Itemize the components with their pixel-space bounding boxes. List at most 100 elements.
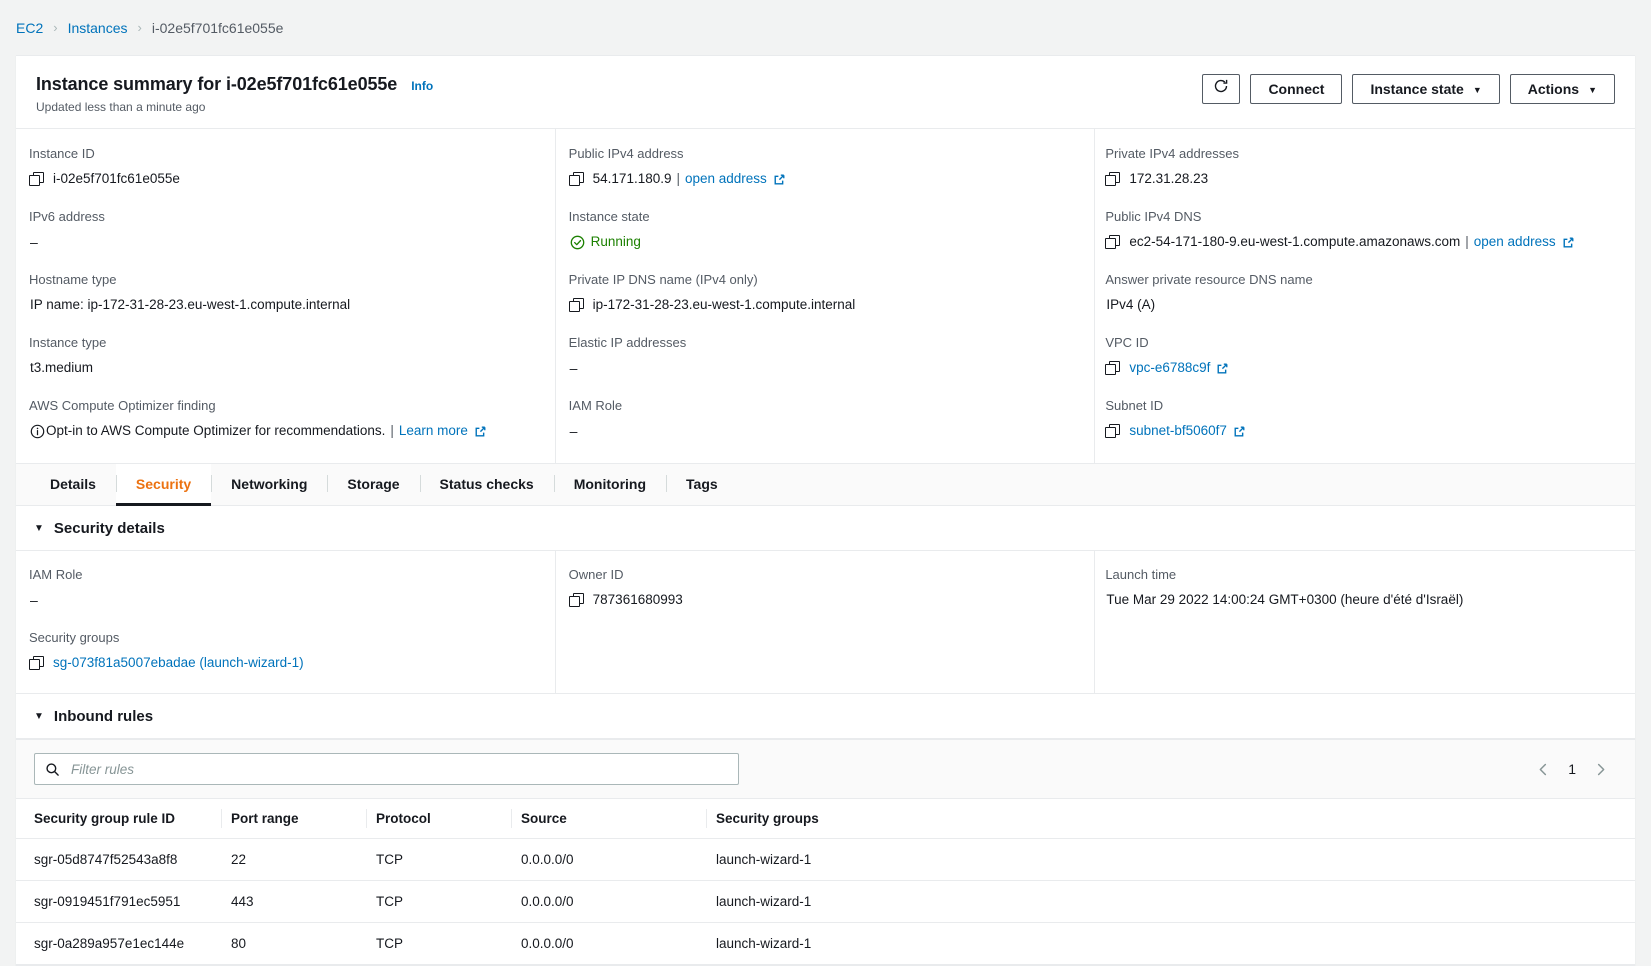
instance-summary-grid: Instance ID i-02e5f701fc61e055e IPv6 add… [16,129,1635,463]
info-link[interactable]: Info [411,79,434,93]
field-private-ip-dns-name: Private IP DNS name (IPv4 only) ip-172-3… [568,271,1075,315]
copy-icon[interactable] [568,297,584,313]
inbound-rules-heading: Inbound rules [53,708,154,725]
breadcrumb-item-ec2[interactable]: EC2 [16,19,44,36]
security-details-header[interactable]: ▼ Security details [16,506,1635,551]
cell-security-groups: launch-wizard-1 [716,922,1635,965]
copy-icon[interactable] [29,655,44,671]
inbound-rules-table: Security group rule ID Port range Protoc… [16,798,1635,965]
cell-source: 0.0.0.0/0 [521,922,716,965]
breadcrumb-item-current: i-02e5f701fc61e055e [151,19,284,36]
page-number[interactable]: 1 [1568,761,1576,777]
info-circle-icon [30,424,45,439]
cell-rule-id: sgr-05d8747f52543a8f8 [16,838,231,881]
field-hostname-type: Hostname type IP name: ip-172-31-28-23.e… [29,271,535,315]
field-value: ec2-54-171-180-9.eu-west-1.compute.amazo… [1129,234,1461,249]
connect-button[interactable]: Connect [1250,74,1343,104]
actions-button[interactable]: Actions ▼ [1509,74,1615,104]
column-header-security-groups[interactable]: Security groups [706,798,1635,839]
field-instance-type: Instance type t3.medium [29,334,535,378]
field-owner-id: Owner ID 787361680993 [568,566,1075,610]
table-row[interactable]: sgr-0a289a957e1ec144e 80 TCP 0.0.0.0/0 l… [16,922,1635,965]
card-header: Instance summary for i-02e5f701fc61e055e… [16,56,1635,129]
field-value: – [30,592,38,608]
copy-icon[interactable] [1105,360,1121,376]
subnet-id-link[interactable]: subnet-bf5060f7 [1129,423,1227,438]
field-label: IAM Role [568,398,623,413]
tab-networking[interactable]: Networking [211,464,327,506]
tab-monitoring[interactable]: Monitoring [553,464,666,506]
field-launch-time: Launch time Tue Mar 29 2022 14:00:24 GMT… [1105,566,1615,610]
field-value: – [569,360,578,376]
inbound-rules-header[interactable]: ▼ Inbound rules [16,693,1635,739]
field-label: Security groups [29,630,120,645]
column-header-port-range[interactable]: Port range [221,798,376,839]
copy-icon[interactable] [568,171,584,187]
external-link-icon[interactable] [1216,362,1229,375]
cell-source: 0.0.0.0/0 [521,880,716,923]
field-subnet-id: Subnet ID subnet-bf5060f7 [1105,397,1615,441]
copy-icon[interactable] [1105,423,1121,439]
security-column-3: Launch time Tue Mar 29 2022 14:00:24 GMT… [1095,551,1635,693]
external-link-icon[interactable] [474,425,487,438]
field-value: IP name: ip-172-31-28-23.eu-west-1.compu… [30,297,351,312]
field-label: Instance ID [29,146,95,161]
open-address-link[interactable]: open address [1473,234,1556,249]
field-value: 787361680993 [592,592,683,607]
field-compute-optimizer-finding: AWS Compute Optimizer finding Opt-in to … [29,397,535,441]
field-label: Public IPv4 address [568,146,684,161]
chevron-down-icon: ▼ [34,710,44,722]
vpc-id-link[interactable]: vpc-e6788c9f [1129,360,1211,375]
field-label: VPC ID [1105,335,1149,350]
copy-icon[interactable] [568,592,584,608]
field-value: Opt-in to AWS Compute Optimizer for reco… [46,423,386,438]
filter-rules-search[interactable] [34,753,739,785]
search-input[interactable] [69,760,728,778]
cell-protocol: TCP [376,922,521,965]
chevron-left-icon[interactable] [1537,763,1550,776]
status-badge: Running [570,232,641,252]
tab-tags[interactable]: Tags [666,464,738,506]
refresh-button[interactable] [1202,74,1241,104]
tab-security[interactable]: Security [115,464,212,506]
tab-storage[interactable]: Storage [327,464,419,506]
actions-label: Actions [1527,81,1580,97]
instance-state-button[interactable]: Instance state ▼ [1352,74,1500,104]
copy-icon[interactable] [1105,234,1121,250]
learn-more-link[interactable]: Learn more [398,423,468,438]
tab-details[interactable]: Details [50,475,96,492]
copy-icon[interactable] [29,171,44,187]
security-group-link[interactable]: sg-073f81a5007ebadae (launch-wizard-1) [53,655,304,670]
open-address-link[interactable]: open address [685,171,767,186]
summary-column-1: Instance ID i-02e5f701fc61e055e IPv6 add… [16,129,556,463]
column-header-protocol[interactable]: Protocol [366,798,521,839]
cell-port-range: 443 [231,880,376,923]
field-elastic-ip-addresses: Elastic IP addresses – [569,334,1075,378]
field-label: Answer private resource DNS name [1105,272,1313,287]
table-row[interactable]: sgr-05d8747f52543a8f8 22 TCP 0.0.0.0/0 l… [16,838,1635,881]
search-icon [45,762,60,777]
breadcrumb-separator-icon: › [53,20,58,35]
external-link-icon[interactable] [1562,236,1575,249]
column-header-source[interactable]: Source [511,798,716,839]
external-link-icon[interactable] [1233,425,1246,438]
chevron-right-icon[interactable] [1594,763,1607,776]
breadcrumb-separator-icon: › [137,20,142,35]
column-header-rule-id[interactable]: Security group rule ID [16,798,231,839]
external-link-icon[interactable] [773,173,786,186]
tab-bar: Details Security Networking Storage Stat… [16,463,1635,506]
updated-timestamp: Updated less than a minute ago [36,100,206,114]
table-row[interactable]: sgr-0919451f791ec5951 443 TCP 0.0.0.0/0 … [16,880,1635,923]
cell-source: 0.0.0.0/0 [521,838,716,881]
breadcrumb-item-instances[interactable]: Instances [67,19,128,36]
field-label: Instance type [29,335,107,350]
field-value: 54.171.180.9 [592,171,672,186]
field-public-ipv4-dns: Public IPv4 DNS ec2-54-171-180-9.eu-west… [1105,208,1615,252]
cell-rule-id: sgr-0a289a957e1ec144e [16,922,231,965]
copy-icon[interactable] [1105,171,1121,187]
summary-column-3: Private IPv4 addresses 172.31.28.23 Publ… [1095,129,1635,463]
tab-status-checks[interactable]: Status checks [419,464,554,506]
field-label: Subnet ID [1105,398,1164,413]
cell-protocol: TCP [376,838,521,881]
field-label: AWS Compute Optimizer finding [29,398,216,413]
